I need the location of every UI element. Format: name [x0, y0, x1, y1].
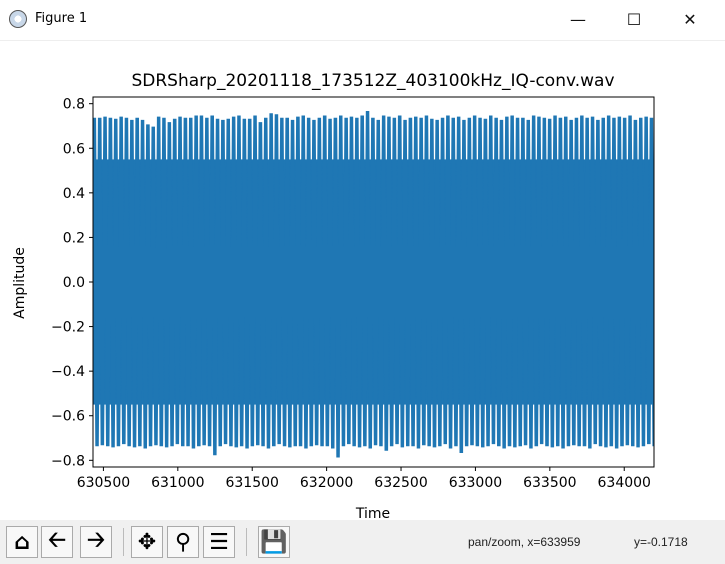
minimize-button[interactable]: —	[555, 0, 601, 40]
configure-subplots-button[interactable]: ☰	[203, 526, 235, 558]
x-tick-label: 631000	[151, 475, 204, 491]
home-button[interactable]: ⌂	[6, 526, 38, 558]
maximize-button[interactable]: ☐	[611, 0, 657, 40]
home-icon: ⌂	[14, 529, 30, 555]
x-tick-label: 634000	[598, 475, 651, 491]
y-tick-label: −0.2	[51, 320, 85, 336]
window-titlebar: Figure 1 — ☐ ✕	[0, 0, 725, 41]
status-coordinates-x: pan/zoom, x=633959	[468, 535, 581, 549]
toolbar-separator	[246, 528, 247, 556]
chart-title: SDRSharp_20201118_173512Z_403100kHz_IQ-c…	[131, 71, 614, 91]
close-button[interactable]: ✕	[667, 0, 713, 40]
x-axis-label: Time	[355, 506, 390, 520]
magnifier-icon: ⚲	[174, 529, 192, 555]
figure-canvas[interactable]: SDRSharp_20201118_173512Z_403100kHz_IQ-c…	[0, 40, 725, 520]
y-tick-label: 0.4	[63, 186, 85, 202]
navigation-toolbar: ⌂ 🡠 🡢 ✥ ⚲ ☰ 💾 pan/zoom, x=633959 y=-0.17…	[0, 520, 725, 564]
floppy-disk-icon: 💾	[260, 529, 288, 555]
signal-line	[93, 111, 654, 458]
save-button[interactable]: 💾	[258, 526, 290, 558]
window-title: Figure 1	[35, 11, 88, 26]
x-tick-label: 633000	[449, 475, 502, 491]
maximize-icon: ☐	[626, 10, 642, 29]
x-tick-label: 632000	[300, 475, 353, 491]
x-tick-label: 630500	[77, 475, 130, 491]
y-axis-label: Amplitude	[12, 247, 28, 319]
pan-button[interactable]: ✥	[131, 526, 163, 558]
minimize-icon: —	[570, 10, 586, 29]
y-tick-label: 0.6	[63, 141, 85, 157]
app-icon	[9, 10, 27, 28]
y-tick-label: −0.4	[51, 364, 85, 380]
y-tick-label: 0.0	[63, 275, 85, 291]
arrow-right-icon: 🡢	[87, 528, 105, 553]
x-tick-label: 632500	[374, 475, 427, 491]
y-tick-label: 0.8	[63, 97, 85, 113]
move-icon: ✥	[137, 529, 157, 555]
sliders-icon: ☰	[209, 529, 229, 555]
x-tick-label: 631500	[225, 475, 278, 491]
status-coordinates-y: y=-0.1718	[634, 535, 688, 549]
y-tick-label: −0.8	[51, 453, 85, 469]
x-tick-label: 633500	[523, 475, 576, 491]
toolbar-separator	[123, 528, 124, 556]
y-tick-label: −0.6	[51, 409, 85, 425]
plot-area	[93, 111, 654, 458]
y-tick-label: 0.2	[63, 230, 85, 246]
forward-button[interactable]: 🡢	[80, 526, 112, 558]
arrow-left-icon: 🡠	[48, 528, 66, 553]
zoom-button[interactable]: ⚲	[167, 526, 199, 558]
back-button[interactable]: 🡠	[41, 526, 73, 558]
close-icon: ✕	[683, 10, 697, 29]
